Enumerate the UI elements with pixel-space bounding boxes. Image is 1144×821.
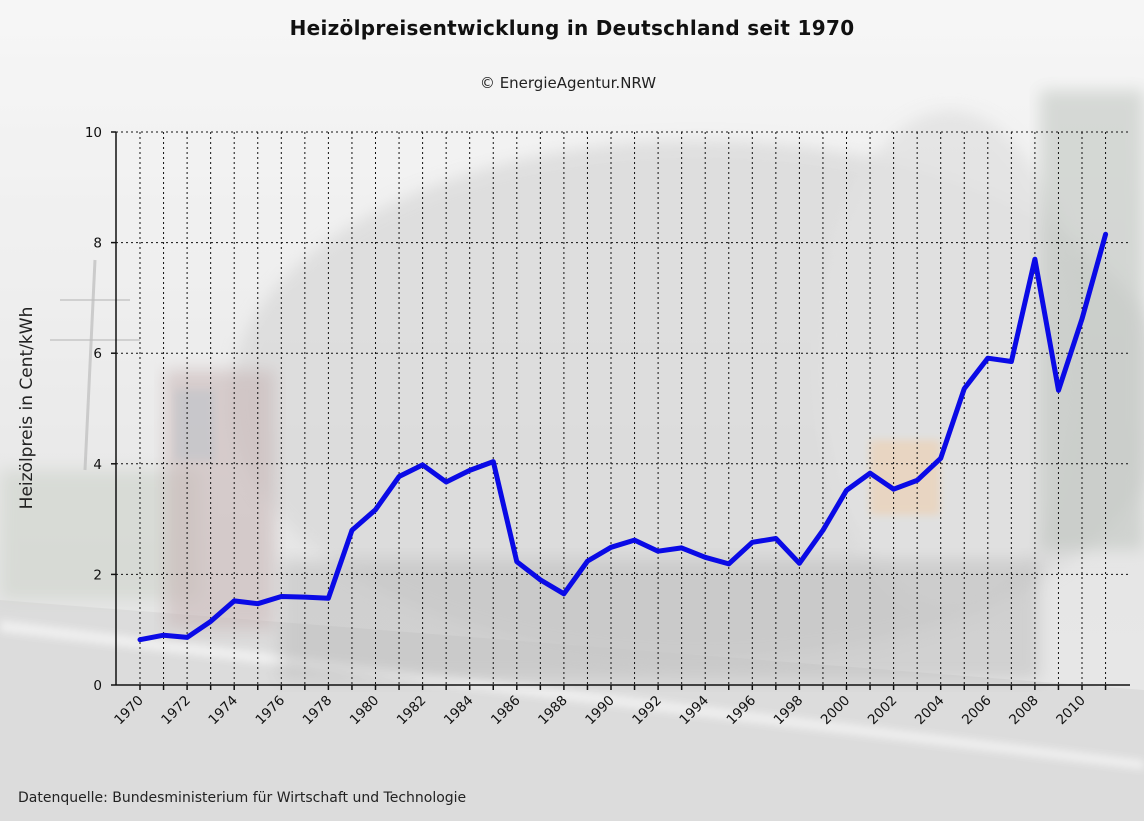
x-tick-label: 2006 [959, 693, 995, 729]
x-tick-label: 2002 [865, 693, 901, 729]
chart-title: Heizölpreisentwicklung in Deutschland se… [289, 16, 855, 40]
y-tick-label: 10 [85, 125, 102, 141]
x-tick-label: 1988 [535, 693, 571, 729]
x-tick-label: 2004 [912, 693, 948, 729]
x-tick-label: 1982 [394, 693, 430, 729]
y-tick-label: 0 [93, 678, 102, 694]
x-tick-label: 1996 [724, 693, 760, 729]
y-tick-label: 4 [93, 457, 102, 473]
x-tick-label: 1976 [253, 693, 289, 729]
x-tick-label: 1998 [771, 693, 807, 729]
x-tick-label: 1978 [300, 693, 336, 729]
y-tick-label: 6 [93, 346, 102, 362]
data-source: Datenquelle: Bundesministerium für Wirts… [18, 790, 467, 806]
x-tick-label: 1984 [441, 693, 477, 729]
x-tick-label: 2008 [1006, 693, 1042, 729]
x-tick-label: 1992 [629, 693, 665, 729]
series-layer [137, 231, 1109, 643]
y-axis-label: Heizölpreis in Cent/kWh [17, 307, 37, 510]
x-tick-label: 1970 [111, 693, 147, 729]
price-line [137, 231, 1109, 643]
y-tick-label: 2 [93, 567, 102, 583]
x-tick-label: 1974 [205, 693, 241, 729]
x-tick-label: 1986 [488, 693, 524, 729]
x-tick-label: 2010 [1053, 693, 1089, 729]
y-tick-label: 8 [93, 236, 102, 252]
x-tick-label: 1972 [158, 693, 194, 729]
tick-labels: 0 2 4 6 8 10 1970 1972 1974 1976 1978 1980 1982 1984 1… [85, 125, 1089, 728]
x-tick-label: 1980 [347, 693, 383, 729]
x-tick-label: 1994 [676, 693, 712, 729]
x-tick-label: 1990 [582, 693, 618, 729]
axis-layer [111, 131, 1130, 690]
copyright-subtitle: © EnergieAgentur.NRW [479, 74, 657, 92]
x-tick-label: 2000 [818, 693, 854, 729]
